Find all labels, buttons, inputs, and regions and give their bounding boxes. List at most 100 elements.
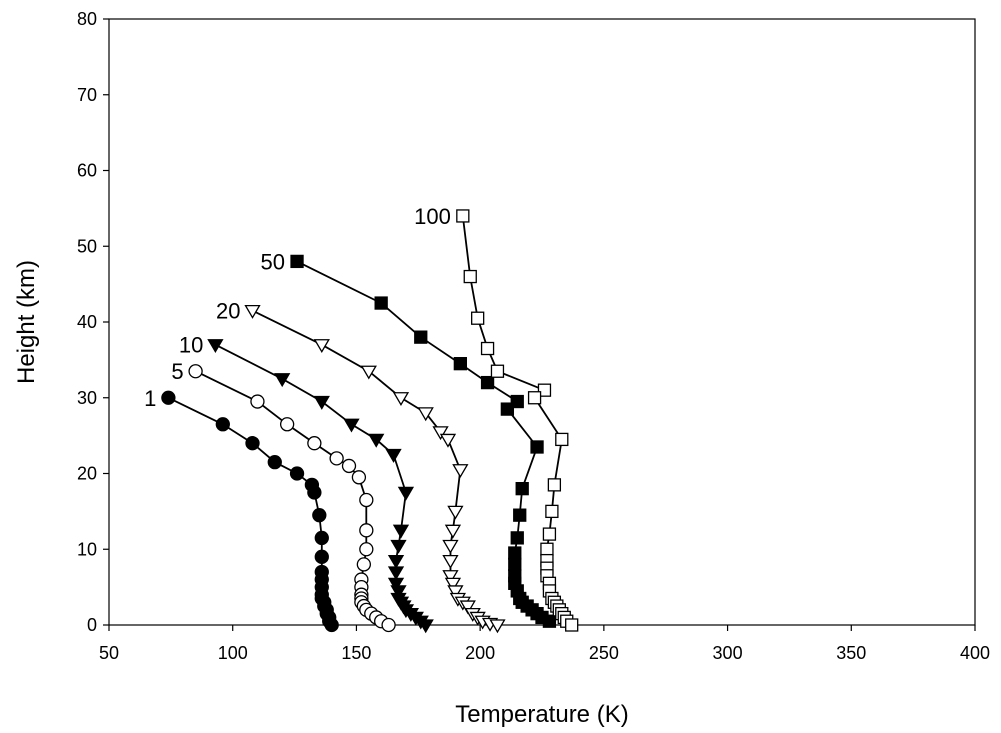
data-point [508,546,522,560]
data-point [341,458,357,474]
series-line [168,396,333,626]
data-point [274,373,291,388]
series-50 [290,254,557,628]
data-point [510,394,524,409]
x-tick-label: 250 [589,643,619,663]
data-point [290,254,304,269]
data-point [447,505,464,520]
data-point [500,402,515,416]
data-point [397,486,415,501]
data-point [359,523,374,538]
data-point [480,341,495,356]
data-point [307,485,322,500]
y-tick-label: 30 [77,388,97,408]
y-tick-label: 10 [77,539,97,559]
data-point [343,418,360,433]
data-point [442,539,459,554]
series-label: 100 [414,204,451,229]
data-point [453,357,467,371]
x-tick-label: 300 [713,643,743,663]
data-point [314,549,329,564]
data-point [314,530,329,546]
data-point [459,600,476,615]
data-point [359,492,374,508]
data-point [540,542,554,556]
x-tick-label: 350 [836,643,866,663]
series-label: 50 [261,249,285,274]
y-tick-label: 0 [87,615,97,635]
data-point [414,330,428,344]
y-tick-label: 70 [77,85,97,105]
series-label: 5 [171,359,183,384]
y-tick-label: 80 [77,9,97,29]
series-5 [188,364,396,633]
x-axis-title: Temperature (K) [455,701,628,728]
data-point [289,466,305,481]
data-point [508,557,522,572]
data-point [555,432,569,447]
data-point [356,557,372,572]
data-point [471,311,485,325]
data-point [392,524,410,539]
series-label: 1 [144,386,156,411]
data-point [207,339,224,354]
data-point [530,440,544,454]
data-point [387,566,405,581]
data-point [444,577,462,592]
data-point [490,364,505,378]
data-point [513,508,527,522]
data-point [313,339,330,354]
data-point [432,426,449,441]
data-point [515,481,529,496]
data-point [392,392,410,407]
data-point [374,296,388,310]
x-axis: 50 100 150 200 250 300 350 400 [99,625,990,663]
data-point [565,618,579,632]
y-tick-label: 20 [77,464,97,484]
data-point [351,470,367,485]
x-tick-label: 50 [99,643,119,663]
series-10 [207,339,434,634]
data-point [250,394,265,409]
series-label: 20 [216,299,240,324]
x-tick-label: 400 [960,643,990,663]
data-point [307,436,322,451]
data-point [215,417,230,432]
data-point [452,464,469,479]
series-layer [161,209,579,634]
data-point [329,451,344,466]
series-label: 10 [179,333,203,358]
data-point [390,539,407,554]
data-point [442,570,459,585]
x-tick-label: 100 [218,643,248,663]
data-point [510,531,524,545]
data-point [245,436,260,451]
data-point [381,617,396,633]
data-point [324,617,339,633]
x-tick-label: 200 [465,643,495,663]
data-point [359,542,374,557]
data-point [417,407,434,422]
data-point [368,433,385,448]
data-point [527,391,542,405]
data-point [480,375,495,390]
data-point [279,417,295,432]
data-point [447,585,464,600]
y-tick-label: 50 [77,236,97,256]
x-tick-label: 150 [341,643,371,663]
y-tick-label: 60 [77,161,97,181]
data-point [267,454,282,470]
data-point [444,524,462,539]
data-point [312,508,327,523]
data-point [442,554,459,569]
data-point [463,269,477,284]
data-point [537,383,552,397]
series-1 [161,390,339,633]
data-point [390,585,407,600]
data-point [456,209,470,223]
data-point [244,304,261,319]
series-20 [244,304,506,634]
